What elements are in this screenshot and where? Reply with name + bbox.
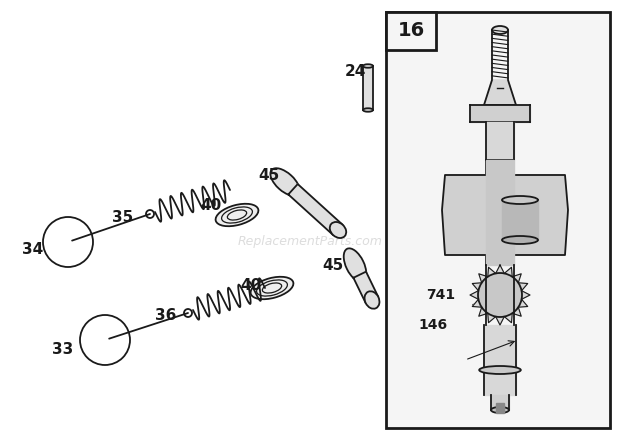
Ellipse shape: [502, 196, 538, 204]
Text: 45: 45: [322, 258, 343, 273]
Bar: [386, 12, 436, 50]
Text: 33: 33: [52, 341, 73, 356]
Polygon shape: [353, 272, 378, 303]
Polygon shape: [496, 403, 504, 413]
Polygon shape: [514, 160, 568, 265]
Ellipse shape: [330, 222, 346, 238]
Ellipse shape: [270, 168, 299, 196]
Bar: [363, 66, 373, 110]
Text: 45: 45: [258, 168, 279, 183]
Text: 40: 40: [200, 198, 221, 213]
Ellipse shape: [479, 366, 521, 374]
Circle shape: [478, 273, 522, 317]
Text: ReplacementParts.com: ReplacementParts.com: [237, 235, 383, 248]
Polygon shape: [470, 105, 530, 122]
Polygon shape: [484, 325, 516, 395]
Ellipse shape: [491, 407, 509, 413]
Text: 36: 36: [155, 309, 176, 324]
Polygon shape: [486, 160, 514, 265]
Text: 24: 24: [345, 64, 366, 79]
Ellipse shape: [343, 248, 366, 282]
Ellipse shape: [502, 236, 538, 244]
Ellipse shape: [492, 26, 508, 34]
Text: 34: 34: [22, 243, 43, 258]
Ellipse shape: [363, 64, 373, 68]
Bar: [386, 12, 610, 428]
Ellipse shape: [363, 108, 373, 112]
Text: 40: 40: [240, 277, 261, 292]
Text: 16: 16: [397, 22, 425, 41]
Text: 741: 741: [426, 288, 455, 302]
Text: 146: 146: [418, 318, 447, 332]
Polygon shape: [502, 200, 538, 240]
Text: 35: 35: [112, 210, 133, 225]
Polygon shape: [288, 184, 343, 235]
Polygon shape: [491, 395, 509, 410]
Ellipse shape: [365, 291, 379, 309]
Polygon shape: [470, 265, 530, 325]
Polygon shape: [484, 80, 516, 105]
Polygon shape: [442, 160, 486, 265]
Polygon shape: [486, 122, 514, 160]
Ellipse shape: [250, 277, 293, 299]
Ellipse shape: [216, 204, 259, 226]
